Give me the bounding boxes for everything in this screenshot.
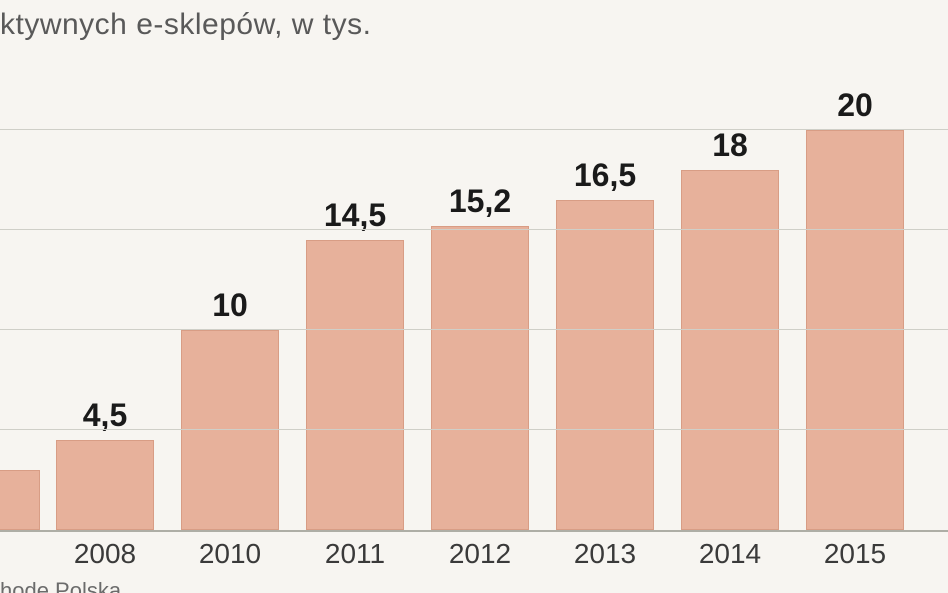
bar [0, 470, 40, 530]
plot-area: 364,5200810201014,5201115,2201216,520131… [0, 70, 948, 532]
bar-value-label: 15,2 [431, 183, 529, 220]
bar [556, 200, 654, 530]
bar-value-label: 18 [681, 127, 779, 164]
category-label: 2012 [431, 530, 529, 570]
gridline [0, 229, 948, 230]
bar-slot: 36 [0, 70, 40, 530]
bar-value-label: 20 [806, 87, 904, 124]
bar-value-label: 16,5 [556, 157, 654, 194]
category-label: 6 [0, 530, 40, 570]
bar [431, 226, 529, 530]
bar-value-label: 10 [181, 287, 279, 324]
bar-slot: 14,52011 [306, 70, 404, 530]
bar-slot: 102010 [181, 70, 279, 530]
bars-container: 364,5200810201014,5201115,2201216,520131… [0, 70, 948, 530]
bar [806, 130, 904, 530]
category-label: 2008 [56, 530, 154, 570]
source-footer: hode Polska [0, 578, 121, 593]
category-label: 2013 [556, 530, 654, 570]
bar-value-label: 3 [0, 427, 40, 464]
category-label: 2011 [306, 530, 404, 570]
bar-slot: 15,22012 [431, 70, 529, 530]
category-label: 2015 [806, 530, 904, 570]
gridline [0, 329, 948, 330]
bar [181, 330, 279, 530]
bar-slot: 202015 [806, 70, 904, 530]
gridline [0, 429, 948, 430]
chart-canvas: ktywnych e-sklepów, w tys. 364,520081020… [0, 0, 948, 593]
category-label: 2014 [681, 530, 779, 570]
bar [681, 170, 779, 530]
category-label: 2010 [181, 530, 279, 570]
bar [56, 440, 154, 530]
bar [306, 240, 404, 530]
bar-slot: 182014 [681, 70, 779, 530]
bar-slot: 16,52013 [556, 70, 654, 530]
bar-slot: 4,52008 [56, 70, 154, 530]
gridline [0, 129, 948, 130]
chart-title: ktywnych e-sklepów, w tys. [0, 8, 371, 42]
